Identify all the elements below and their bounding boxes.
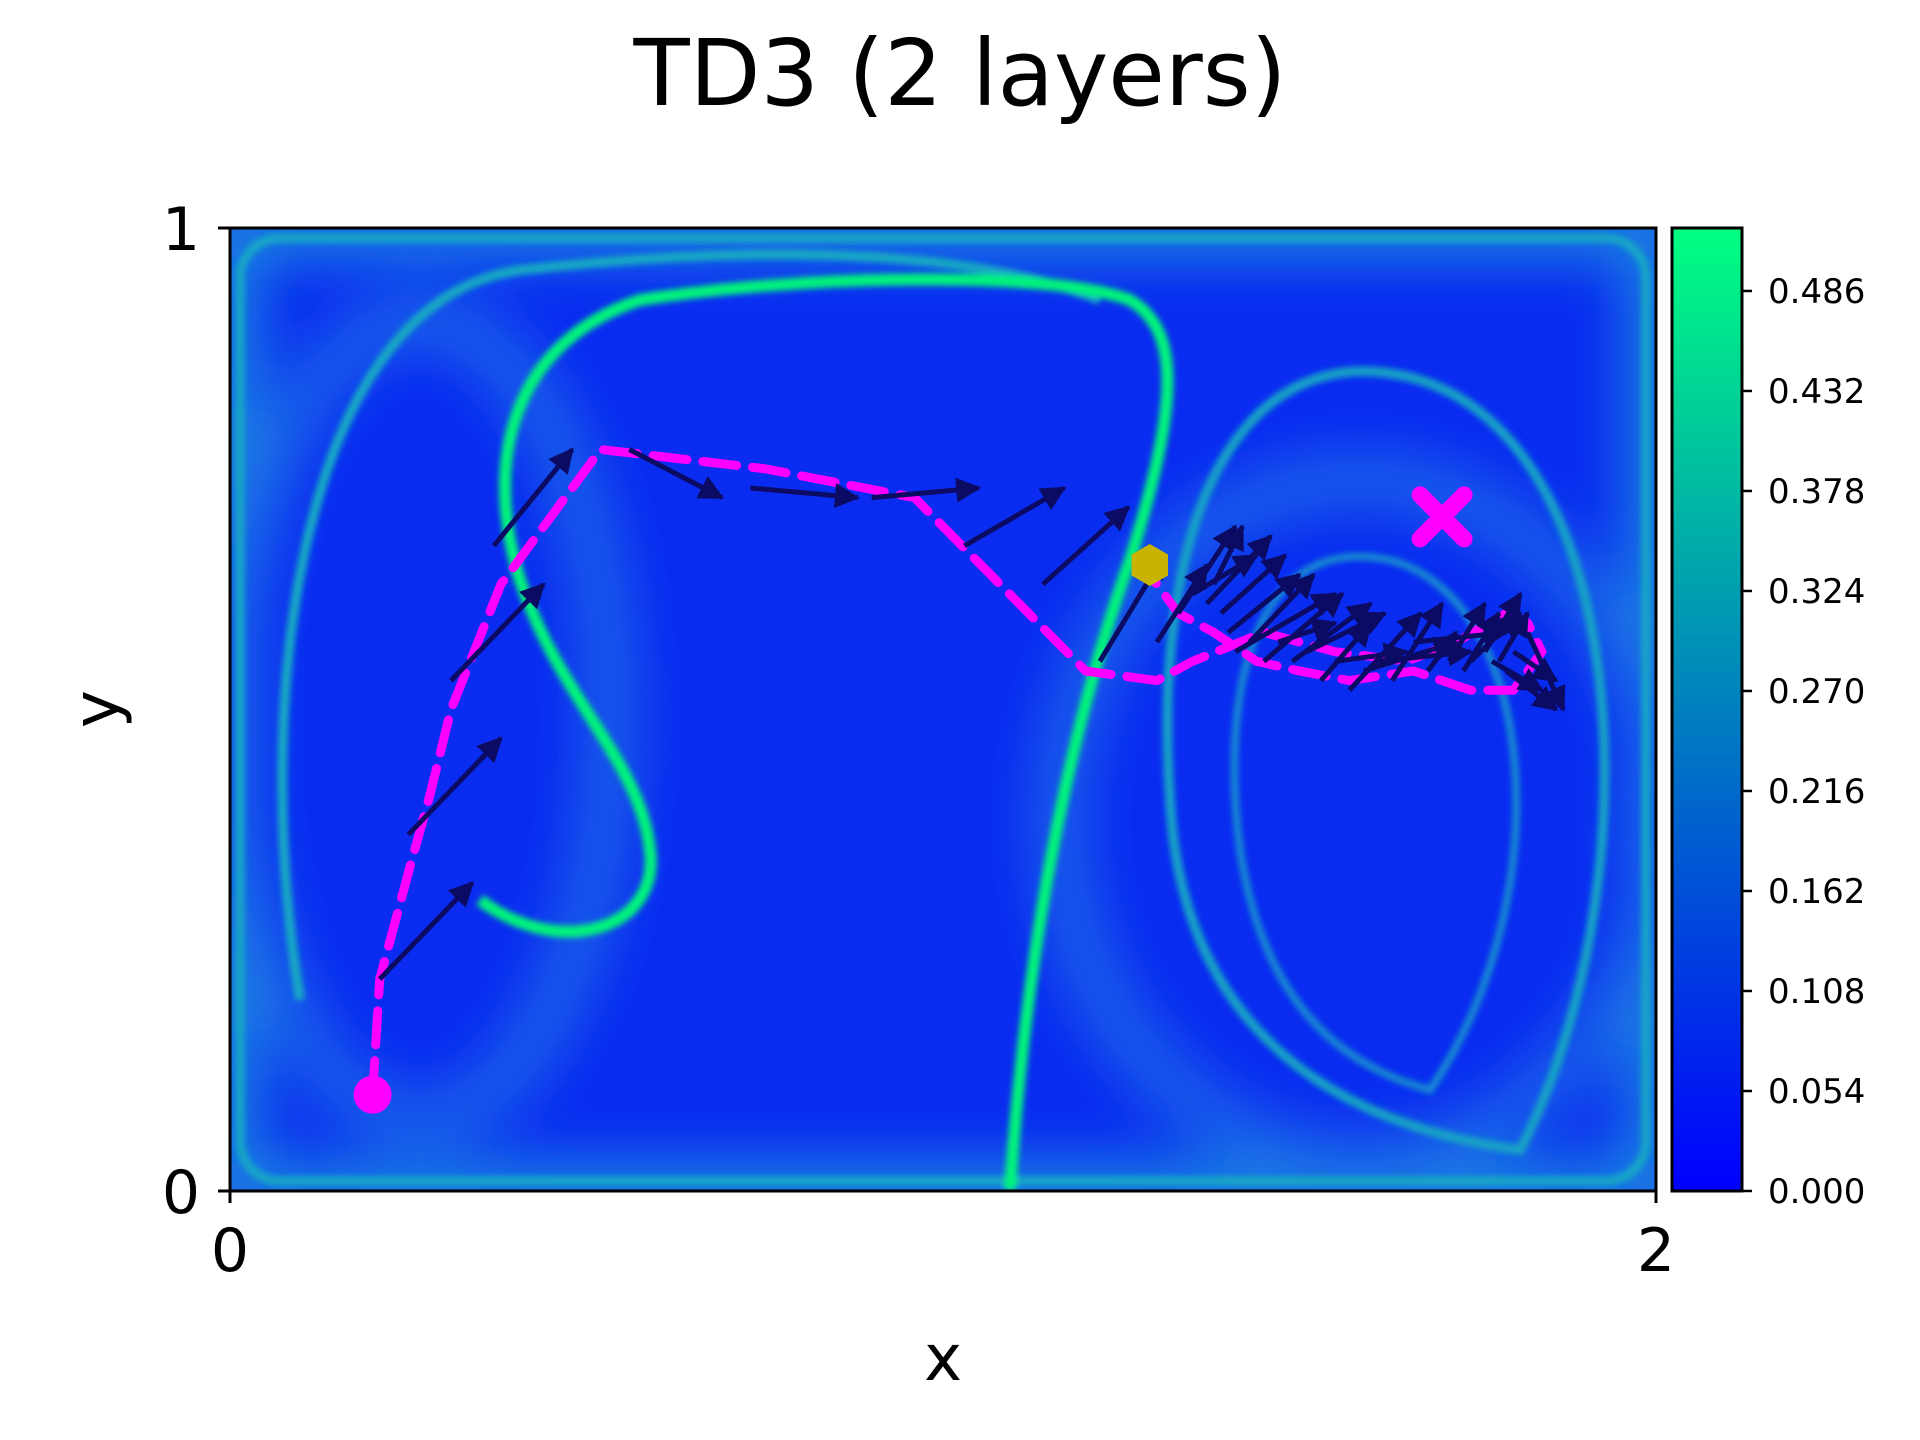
action-arrow xyxy=(377,881,475,981)
action-arrow xyxy=(1347,611,1423,692)
colorbar-tick-label: 0.324 xyxy=(1768,572,1865,612)
action-arrow xyxy=(1277,618,1338,645)
colorbar-tick-label: 0.378 xyxy=(1768,472,1865,512)
goal-marker xyxy=(1411,486,1473,548)
x-tick-label: 2 xyxy=(1637,1216,1675,1286)
y-tick-label: 0 xyxy=(162,1158,200,1228)
chart-title: TD3 (2 layers) xyxy=(632,20,1286,127)
plot-frame xyxy=(228,226,1658,1193)
y-tick-label: 1 xyxy=(162,195,200,265)
colorbar-tick-label: 0.216 xyxy=(1768,772,1865,812)
colorbar-tick-label: 0.432 xyxy=(1768,372,1865,412)
action-arrow xyxy=(1305,610,1388,654)
action-arrow xyxy=(1219,553,1288,616)
colorbar-tick-label: 0.108 xyxy=(1768,972,1865,1012)
action-arrow xyxy=(1318,620,1373,683)
action-arrow xyxy=(1425,630,1459,673)
action-arrow xyxy=(1290,601,1373,664)
action-arrow xyxy=(1204,534,1273,606)
action-arrow xyxy=(750,483,860,509)
current-position-marker xyxy=(1131,544,1168,586)
action-arrow xyxy=(1226,572,1302,635)
action-arrow xyxy=(1262,592,1345,664)
action-arrow xyxy=(1334,642,1409,668)
action-arrow xyxy=(406,736,503,837)
action-arrow xyxy=(491,447,575,548)
colorbar-tick-label: 0.054 xyxy=(1768,1072,1865,1112)
action-arrow xyxy=(628,447,725,500)
action-arrow xyxy=(963,485,1067,548)
action-arrow xyxy=(1490,659,1545,693)
heatmap-field xyxy=(230,228,1656,1191)
colorbar xyxy=(1670,226,1744,1193)
action-arrow xyxy=(1461,611,1502,673)
start-marker xyxy=(353,1075,392,1114)
action-arrow xyxy=(449,582,546,683)
y-axis-label: y xyxy=(60,690,134,728)
action-arrow xyxy=(871,477,982,503)
colorbar-tick-label: 0.162 xyxy=(1768,872,1865,912)
colorbar-tick-label: 0.000 xyxy=(1768,1172,1865,1212)
x-tick-label: 0 xyxy=(211,1216,249,1286)
x-axis-label: x xyxy=(924,1322,962,1396)
colorbar-tick-label: 0.486 xyxy=(1768,272,1865,312)
action-arrow xyxy=(1468,611,1523,664)
action-arrow xyxy=(1247,572,1316,644)
colorbar-tick-label: 0.270 xyxy=(1768,672,1865,712)
action-arrow xyxy=(1211,524,1245,586)
action-arrow xyxy=(1041,505,1131,587)
